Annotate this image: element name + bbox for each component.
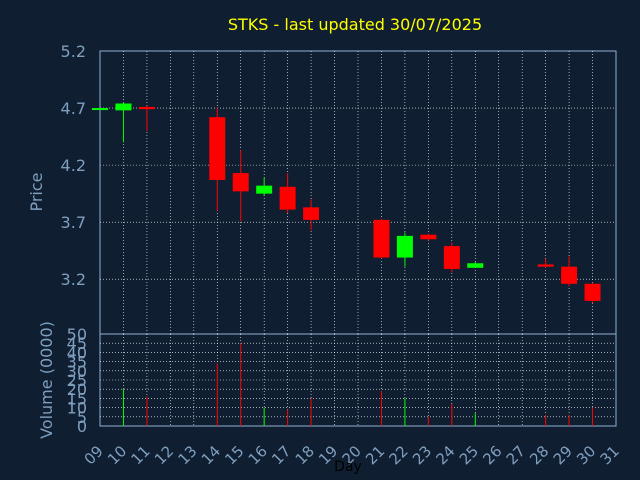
volume-tick-label: 40: [67, 343, 87, 362]
candle-body: [279, 186, 296, 210]
volume-tick-label: 35: [67, 353, 87, 372]
x-tick-label: 12: [151, 442, 177, 468]
x-tick-label: 09: [81, 442, 107, 468]
volume-tick-label: 45: [67, 334, 87, 353]
volume-tick-label: 30: [67, 362, 87, 381]
x-tick-label: 27: [503, 442, 529, 468]
volume-axis-label: Volume (0000): [37, 321, 56, 439]
price-tick-label: 4.2: [61, 156, 86, 175]
x-tick-label: 10: [104, 442, 130, 468]
price-panel: 5.2 4.7 4.2 3.7 3.2: [61, 42, 617, 335]
candle-body: [443, 246, 460, 269]
candle-body: [303, 207, 320, 220]
candle-body: [232, 173, 249, 192]
x-tick-label: 30: [573, 442, 599, 468]
volume-tick-label: 15: [67, 389, 87, 408]
candle-body: [420, 234, 437, 240]
price-tick-label: 5.2: [61, 42, 86, 61]
x-tick-label: 21: [362, 442, 388, 468]
x-tick-label: 17: [268, 442, 294, 468]
candle-body: [537, 264, 554, 267]
volume-tick-label: 5: [77, 408, 87, 427]
x-tick-label: 24: [432, 442, 458, 468]
candle-body: [138, 106, 155, 110]
price-axis-label: Price: [27, 172, 46, 211]
x-tick-label: 23: [409, 442, 435, 468]
volume-tick-label: 10: [67, 399, 87, 418]
candle-body: [92, 108, 108, 111]
x-tick-label: 15: [221, 442, 247, 468]
candle-body: [584, 283, 601, 301]
x-tick-label: 13: [174, 442, 200, 468]
candle-body: [561, 266, 578, 284]
price-tick-label: 4.7: [61, 99, 86, 118]
chart-title: STKS - last updated 30/07/2025: [228, 15, 482, 34]
candle-body: [373, 219, 390, 258]
x-tick-label: 25: [456, 442, 482, 468]
candle-body: [396, 235, 413, 258]
x-tick-label: 11: [128, 442, 154, 468]
candle-body: [256, 185, 273, 194]
candle-body: [209, 117, 226, 180]
x-axis-label: Day: [334, 459, 362, 475]
volume-tick-label: 50: [67, 325, 87, 344]
x-tick-label: 26: [479, 442, 505, 468]
x-tick-label: 28: [526, 442, 552, 468]
price-tick-label: 3.2: [61, 270, 86, 289]
volume-tick-label: 0: [77, 417, 87, 436]
x-tick-label: 29: [550, 442, 576, 468]
x-tick-label: 22: [386, 442, 412, 468]
x-tick-label: 31: [597, 442, 623, 468]
volume-tick-label: 20: [67, 380, 87, 399]
x-tick-label: 16: [245, 442, 271, 468]
candle-body: [115, 103, 132, 111]
price-tick-label: 3.7: [61, 213, 86, 232]
volume-panel: 5045403530252015105009101112131415161718…: [67, 325, 623, 468]
volume-tick-label: 25: [67, 371, 87, 390]
x-tick-label: 14: [198, 442, 224, 468]
candle-body: [467, 263, 484, 268]
x-tick-label: 18: [292, 442, 318, 468]
